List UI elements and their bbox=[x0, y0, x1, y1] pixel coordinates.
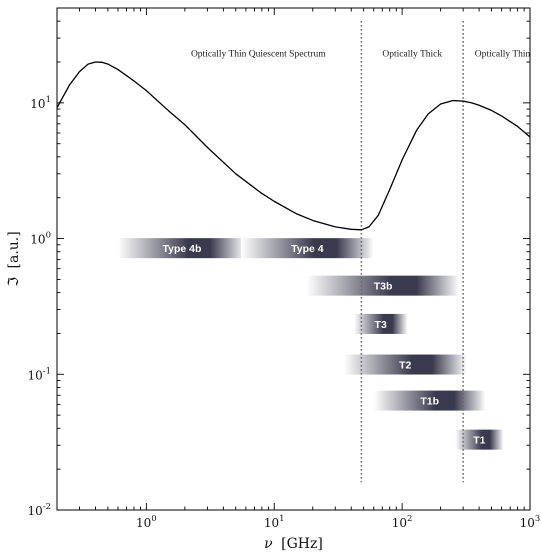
y-tick-label: 10-1 bbox=[27, 366, 51, 382]
x-tick-label: 103 bbox=[520, 514, 541, 530]
x-axis-label: ν [GHz] bbox=[264, 536, 323, 552]
plot-frame bbox=[56, 7, 531, 511]
band-type-4 bbox=[241, 238, 374, 259]
band-label: T3b bbox=[374, 281, 393, 293]
y-axis-label: ℑ [a.u.] bbox=[6, 231, 22, 286]
band-label: T1 bbox=[473, 435, 485, 447]
band-label: T1b bbox=[420, 396, 439, 408]
plot-area: Type 4b Type 4 T3b T3 T2 T1b T1 Optically Thin … bbox=[57, 21, 531, 483]
band-type-4b bbox=[118, 238, 246, 259]
x-tick-label: 101 bbox=[264, 514, 285, 530]
band-label: T3 bbox=[375, 319, 387, 331]
y-tick-label: 10-2 bbox=[27, 502, 51, 518]
region-label: Optically Thick bbox=[382, 49, 442, 59]
band-t3 bbox=[353, 313, 408, 334]
band-t1b bbox=[373, 390, 486, 411]
band-label: Type 4b bbox=[162, 243, 201, 255]
y-tick-label: 100 bbox=[30, 231, 51, 247]
band-t1 bbox=[455, 429, 504, 450]
band-t3b bbox=[306, 275, 460, 296]
band-label: T2 bbox=[399, 360, 411, 372]
region-label: Optically Thin Quiescent Spectrum bbox=[191, 49, 326, 59]
tick-labels: 100 101 102 103 10-2 10-1 100 101 bbox=[27, 95, 540, 530]
x-tick-label: 100 bbox=[136, 514, 157, 530]
band-t2 bbox=[343, 354, 467, 375]
band-label: Type 4 bbox=[291, 243, 324, 255]
spectrum-curve bbox=[57, 61, 530, 231]
axis-ticks bbox=[56, 7, 531, 511]
y-tick-label: 101 bbox=[30, 95, 51, 111]
x-tick-label: 102 bbox=[392, 514, 413, 530]
region-label: Optically Thin bbox=[475, 49, 531, 59]
